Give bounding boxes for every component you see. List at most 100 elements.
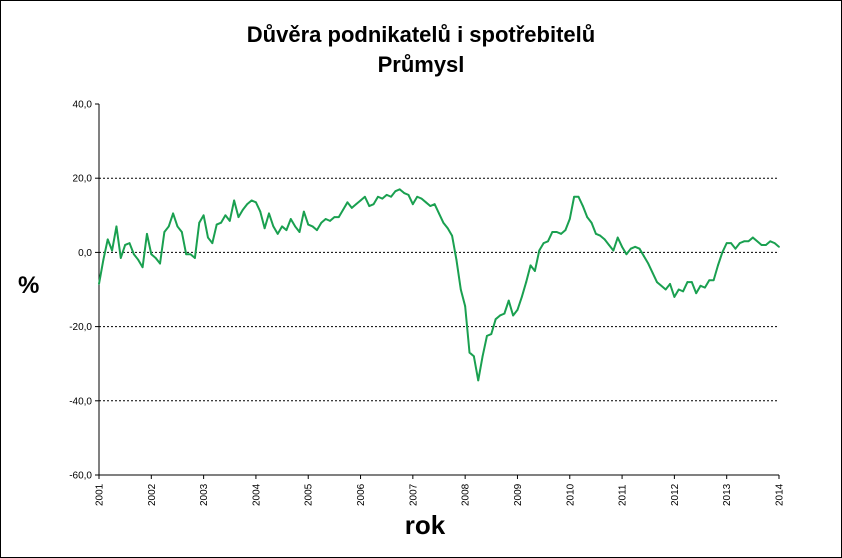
data-point	[316, 229, 318, 232]
data-point	[207, 236, 209, 239]
data-point	[102, 258, 105, 261]
chart-title-line-1: Důvěra podnikatelů i spotřebitelů	[246, 22, 596, 47]
data-point	[599, 234, 602, 237]
data-point	[568, 218, 571, 220]
data-point	[172, 212, 175, 215]
y-tick-label: 20,0	[73, 174, 93, 185]
data-point	[137, 258, 140, 261]
data-point	[115, 225, 118, 228]
data-point	[377, 195, 379, 198]
data-point	[656, 281, 658, 283]
data-point	[98, 283, 100, 285]
y-tick-label: -20,0	[69, 322, 92, 333]
data-point	[638, 247, 641, 250]
data-point	[302, 210, 305, 213]
data-point	[621, 245, 623, 248]
data-point	[176, 225, 179, 228]
data-point	[725, 242, 728, 245]
data-point	[333, 216, 336, 219]
data-point	[573, 195, 576, 198]
data-point	[669, 283, 671, 285]
x-tick-label: 2009	[513, 483, 524, 506]
data-point	[363, 195, 366, 198]
data-point	[180, 231, 183, 233]
x-tick-label: 2010	[565, 483, 576, 506]
data-point	[342, 208, 345, 211]
data-point	[625, 253, 628, 256]
data-point	[756, 240, 759, 243]
data-point	[398, 188, 401, 191]
data-point	[211, 242, 214, 245]
data-point	[355, 203, 358, 206]
data-point	[390, 195, 392, 198]
x-tick-label: 2007	[408, 483, 419, 506]
data-point	[612, 249, 615, 252]
data-point	[381, 197, 384, 200]
data-point	[734, 247, 737, 250]
axis-layer	[98, 104, 779, 476]
data-point	[241, 208, 244, 211]
data-point	[281, 225, 283, 228]
x-tick-label: 2012	[670, 483, 681, 506]
data-point	[538, 249, 541, 252]
data-point	[747, 240, 750, 243]
data-point	[420, 197, 423, 200]
grid-layer	[99, 177, 779, 402]
data-point	[372, 203, 375, 206]
data-point	[455, 258, 458, 261]
data-point	[189, 253, 192, 256]
data-point	[385, 193, 388, 196]
chart-title: Důvěra podnikatelů i spotřebitelů Průmys…	[0, 20, 842, 80]
data-point	[477, 379, 480, 382]
data-point	[673, 296, 676, 298]
data-point	[581, 205, 584, 207]
data-point	[629, 247, 632, 250]
data-point	[486, 334, 488, 337]
data-point	[481, 355, 484, 358]
data-point	[730, 242, 732, 245]
data-point	[429, 205, 432, 207]
data-point	[320, 221, 323, 224]
data-point	[542, 242, 545, 245]
data-point	[743, 240, 746, 243]
x-tick-label: 2013	[722, 483, 733, 506]
data-point	[132, 253, 135, 256]
data-point	[778, 245, 780, 248]
data-point	[651, 271, 654, 274]
data-point	[555, 231, 558, 233]
data-point	[154, 257, 157, 259]
data-point	[690, 281, 693, 283]
y-tick-label: -60,0	[69, 471, 92, 482]
data-point	[298, 231, 301, 233]
data-point	[285, 229, 288, 232]
x-tick-label: 2006	[356, 483, 367, 506]
data-point	[703, 286, 706, 289]
x-tick-label: 2008	[461, 483, 472, 506]
data-point	[368, 205, 371, 207]
data-point	[682, 290, 685, 293]
data-point	[686, 281, 689, 283]
data-point	[516, 309, 519, 311]
y-tick-label: 40,0	[73, 100, 93, 111]
data-point	[111, 249, 113, 252]
data-point	[472, 355, 475, 358]
data-point	[119, 257, 122, 259]
data-point	[337, 216, 340, 219]
data-point	[695, 292, 698, 295]
data-point	[712, 279, 715, 282]
x-tick-label: 2003	[199, 483, 210, 506]
data-point	[411, 203, 414, 206]
data-point	[124, 244, 127, 246]
data-point	[255, 201, 257, 204]
data-point	[403, 192, 406, 194]
x-tick-label: 2011	[618, 484, 629, 506]
data-point	[359, 199, 362, 202]
data-point	[394, 190, 397, 193]
data-point	[512, 314, 515, 317]
data-point	[259, 210, 262, 213]
data-point	[677, 288, 680, 291]
data-point	[150, 253, 153, 256]
x-tick-label: 2004	[251, 483, 262, 506]
data-point	[529, 264, 532, 267]
